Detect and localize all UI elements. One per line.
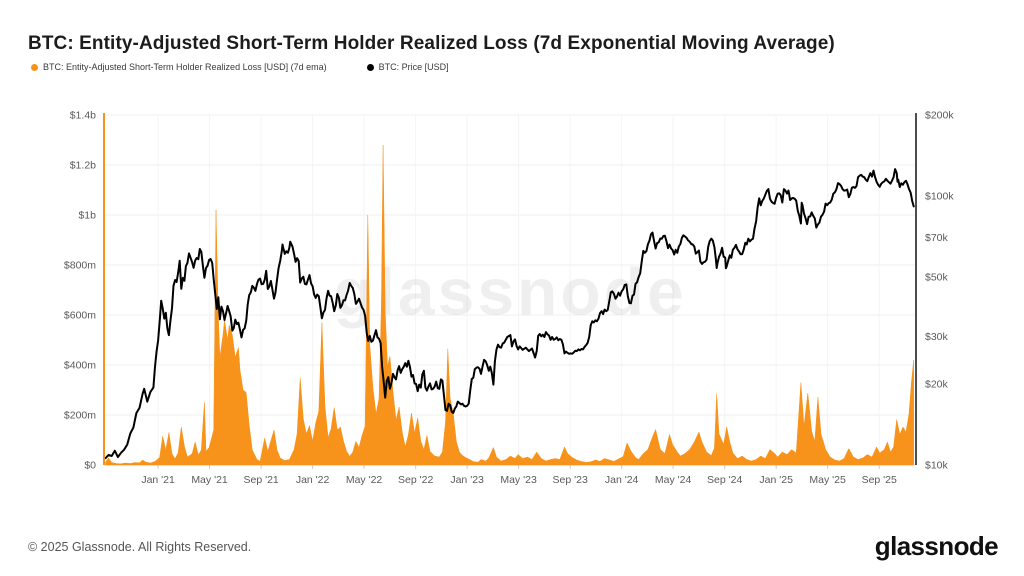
y-left-tick-label: $1b — [78, 210, 96, 222]
y-right-tick-label: $30k — [925, 331, 949, 343]
x-tick-label: Sep '24 — [707, 474, 742, 486]
legend: BTC: Entity-Adjusted Short-Term Holder R… — [31, 62, 449, 72]
x-tick-label: Sep '23 — [553, 474, 588, 486]
loss-series-swatch — [31, 63, 38, 71]
x-tick-label: Sep '22 — [398, 474, 433, 486]
x-tick-label: Jan '23 — [450, 474, 484, 486]
y-left-tick-label: $0 — [84, 460, 96, 472]
x-tick-label: May '22 — [346, 474, 383, 486]
y-left-tick-label: $600m — [64, 310, 96, 322]
legend-item-price[interactable]: BTC: Price [USD] — [366, 62, 449, 72]
x-tick-label: May '23 — [500, 474, 537, 486]
x-tick-label: May '24 — [655, 474, 692, 486]
y-left-tick-label: $800m — [64, 260, 96, 272]
x-tick-label: May '21 — [191, 474, 228, 486]
y-left-tick-label: $400m — [64, 360, 96, 372]
y-right-tick-label: $100k — [925, 190, 954, 202]
y-left-tick-label: $1.4b — [70, 110, 96, 122]
y-left-tick-label: $200m — [64, 410, 96, 422]
x-tick-label: Jan '22 — [296, 474, 330, 486]
price-series-swatch — [366, 63, 374, 71]
x-tick-label: May '25 — [809, 474, 846, 486]
watermark: glassnode — [333, 254, 686, 328]
legend-label-realized-loss: BTC: Entity-Adjusted Short-Term Holder R… — [43, 62, 327, 72]
x-tick-label: Jan '24 — [605, 474, 639, 486]
page-title: BTC: Entity-Adjusted Short-Term Holder R… — [28, 32, 835, 54]
y-right-tick-label: $20k — [925, 379, 949, 391]
legend-label-price: BTC: Price [USD] — [378, 62, 449, 72]
y-right-tick-label: $200k — [925, 110, 954, 122]
realized-loss-area — [105, 144, 914, 466]
x-tick-label: Sep '25 — [862, 474, 897, 486]
y-right-tick-label: $70k — [925, 232, 949, 244]
legend-item-realized-loss[interactable]: BTC: Entity-Adjusted Short-Term Holder R… — [31, 62, 327, 72]
loss-vs-price-chart: $0 $200m $400m $600m $800m $1b $1.2b $1.4b Jan '… — [64, 110, 954, 487]
price-line — [104, 168, 915, 460]
x-tick-label: Jan '21 — [141, 474, 175, 486]
x-tick-label: Sep '21 — [243, 474, 278, 486]
y-right-tick-label: $10k — [925, 460, 949, 472]
y-right-tick-label: $50k — [925, 271, 949, 283]
copyright-text: © 2025 Glassnode. All Rights Reserved. — [28, 540, 252, 554]
glassnode-logo: glassnode — [874, 531, 999, 561]
y-left-tick-label: $1.2b — [70, 160, 96, 172]
x-tick-label: Jan '25 — [759, 474, 793, 486]
